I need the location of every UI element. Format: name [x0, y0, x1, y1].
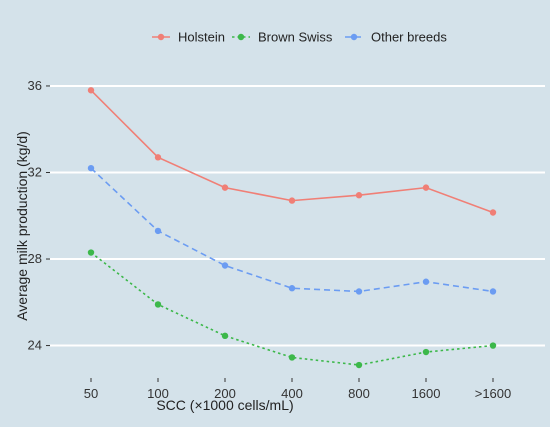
legend-label: Brown Swiss: [258, 30, 333, 45]
legend-swatch-point: [157, 33, 165, 41]
data-point: [154, 227, 162, 235]
x-tick-label: 100: [147, 386, 169, 401]
legend-swatch-point: [237, 33, 245, 41]
series-brown-swiss: [87, 249, 497, 369]
series-holstein: [87, 87, 497, 216]
x-axis-title: SCC (×1000 cells/mL): [156, 397, 293, 413]
data-point: [87, 164, 95, 172]
x-tick-label: 50: [84, 386, 98, 401]
data-point: [154, 301, 162, 308]
data-point: [221, 184, 229, 191]
x-tick-label: 800: [348, 386, 370, 401]
data-point: [422, 278, 430, 285]
axes: 24 28 32 36 50 100 200 400 800 1600 >1600: [28, 78, 512, 401]
data-point: [355, 288, 363, 295]
legend-item-holstein: Holstein: [152, 30, 225, 45]
data-point: [288, 197, 296, 204]
data-point: [221, 332, 229, 340]
data-point: [422, 348, 430, 356]
x-tick-label: 400: [281, 386, 303, 401]
data-point: [489, 209, 497, 216]
data-point: [355, 361, 363, 369]
y-axis-title: Average milk production (kg/d): [14, 131, 30, 321]
data-point: [489, 342, 497, 349]
legend-label: Holstein: [178, 30, 225, 45]
legend-item-other-breeds: Other breeds: [345, 30, 447, 45]
data-point: [221, 262, 229, 269]
series-line-other-breeds: [90, 167, 494, 293]
x-tick-label: >1600: [475, 386, 512, 401]
data-point: [87, 87, 95, 94]
data-point: [87, 249, 95, 256]
data-point: [355, 192, 363, 199]
series-layer: [87, 87, 497, 369]
series-line-brown-swiss: [90, 251, 494, 366]
legend-swatch-point: [350, 33, 358, 41]
data-point: [154, 154, 162, 161]
data-point: [288, 285, 296, 292]
legend-label: Other breeds: [371, 30, 447, 45]
gridlines: [50, 84, 545, 347]
series-other-breeds: [87, 164, 497, 295]
legend-item-brown-swiss: Brown Swiss: [232, 30, 333, 45]
y-tick-label: 24: [28, 338, 42, 353]
data-point: [489, 288, 497, 295]
data-point: [288, 354, 296, 361]
data-point: [422, 184, 430, 191]
y-tick-label: 28: [28, 251, 42, 266]
y-tick-label: 32: [28, 164, 42, 179]
x-tick-label: 1600: [412, 386, 441, 401]
series-line-holstein: [90, 89, 494, 214]
legend: Holstein Brown Swiss Other breeds: [152, 30, 447, 45]
y-tick-label: 36: [28, 78, 42, 93]
x-tick-label: 200: [214, 386, 236, 401]
